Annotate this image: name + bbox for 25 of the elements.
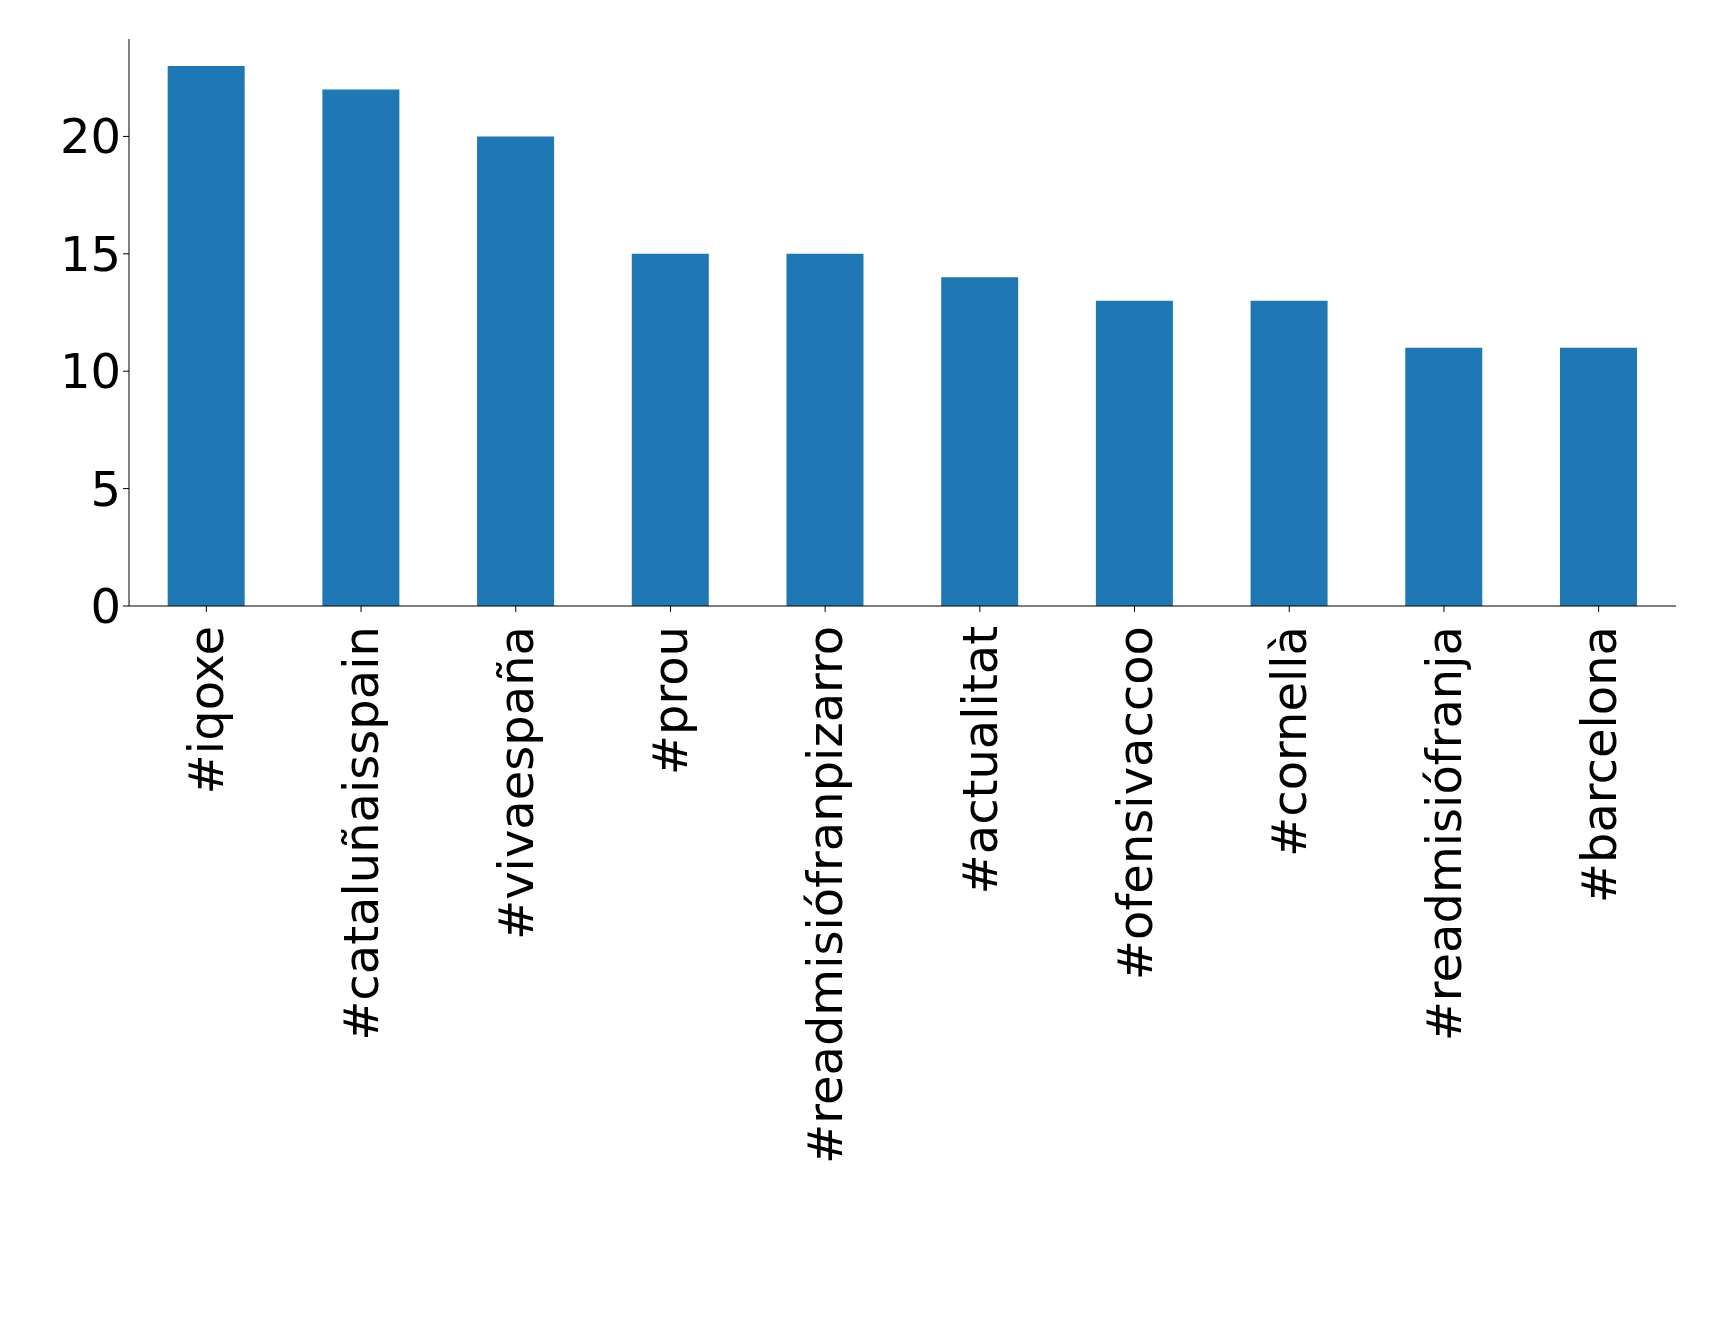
x-tick-label: #actualitat [951, 626, 1008, 895]
x-tick-label: #ofensivaccoo [1106, 626, 1163, 981]
bar [631, 253, 709, 606]
x-tick-label: #readmisiófranpizarro [797, 626, 854, 1164]
bar [167, 66, 245, 606]
y-tick-label: 10 [59, 343, 121, 400]
x-tick-label: #vivaespaña [487, 626, 544, 941]
x-tick-label: #readmisiófranja [1415, 626, 1472, 1042]
y-tick-label: 20 [59, 108, 121, 165]
bar [941, 277, 1019, 606]
x-tick-label: #barcelona [1570, 626, 1627, 904]
x-tick-label: #cornellà [1261, 626, 1318, 857]
x-tick-label: #iqoxe [178, 626, 235, 795]
bar [1095, 300, 1173, 606]
y-tick-label: 0 [90, 578, 121, 635]
bar [477, 136, 555, 606]
y-tick-label: 5 [90, 460, 121, 517]
bar [1250, 300, 1328, 606]
x-tick-label: #cataluñaisspain [333, 626, 390, 1041]
x-tick-label: #prou [642, 626, 699, 776]
bar [786, 253, 864, 606]
bar [322, 89, 400, 606]
bar [1405, 347, 1483, 606]
y-tick-label: 15 [59, 225, 121, 282]
bar [1559, 347, 1637, 606]
